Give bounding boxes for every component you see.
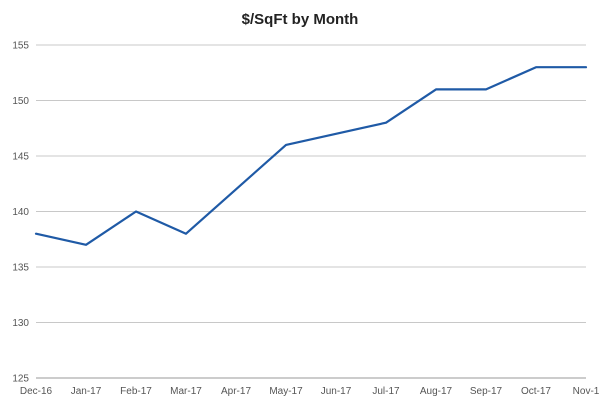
x-tick-label-11: Nov-1 (573, 386, 600, 397)
x-tick-label-9: Sep-17 (470, 386, 503, 397)
x-tick-label-7: Jul-17 (372, 386, 400, 397)
x-tick-label-0: Dec-16 (20, 386, 53, 397)
y-tick-label-150: 150 (12, 96, 29, 107)
x-tick-label-10: Oct-17 (521, 386, 551, 397)
x-tick-label-5: May-17 (269, 386, 303, 397)
x-tick-label-6: Jun-17 (321, 386, 352, 397)
series-line-0 (34, 66, 588, 246)
x-tick-label-8: Aug-17 (420, 386, 453, 397)
y-tick-label-145: 145 (12, 152, 29, 163)
x-tick-label-3: Mar-17 (170, 386, 202, 397)
x-tick-label-1: Jan-17 (71, 386, 102, 397)
y-tick-label-135: 135 (12, 263, 29, 274)
y-tick-label-130: 130 (12, 318, 29, 329)
x-tick-label-4: Apr-17 (221, 386, 251, 397)
x-tick-label-2: Feb-17 (120, 386, 152, 397)
y-tick-label-140: 140 (12, 207, 29, 218)
y-tick-label-125: 125 (12, 374, 29, 385)
y-tick-label-155: 155 (12, 41, 29, 52)
chart-title: $/SqFt by Month (241, 11, 359, 28)
